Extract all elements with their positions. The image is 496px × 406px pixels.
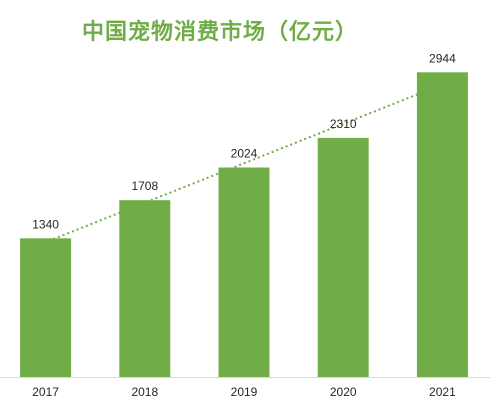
data-label-2017: 1340 (32, 217, 59, 231)
data-labels-layer: 1340 1708 2024 2310 2944 (32, 51, 456, 231)
data-label-2021: 2944 (429, 51, 456, 65)
data-label-2018: 1708 (131, 179, 158, 193)
bar-2020 (317, 137, 369, 377)
bar-2019 (218, 167, 270, 377)
chart-title: 中国宠物消费市场（亿元） (81, 20, 358, 45)
bar-2018 (119, 200, 171, 377)
x-tick-label-2019: 2019 (231, 385, 258, 399)
data-label-2019: 2024 (231, 147, 258, 161)
bars-layer (20, 72, 468, 378)
bar-2017 (20, 238, 72, 377)
x-axis: 2017 2018 2019 2020 2021 (0, 377, 490, 399)
x-tick-label-2017: 2017 (32, 385, 59, 399)
x-tick-label-2021: 2021 (429, 385, 456, 399)
bar-2021 (416, 72, 468, 378)
x-tick-label-2018: 2018 (131, 385, 158, 399)
data-label-2020: 2310 (330, 117, 357, 131)
x-tick-label-2020: 2020 (330, 385, 357, 399)
